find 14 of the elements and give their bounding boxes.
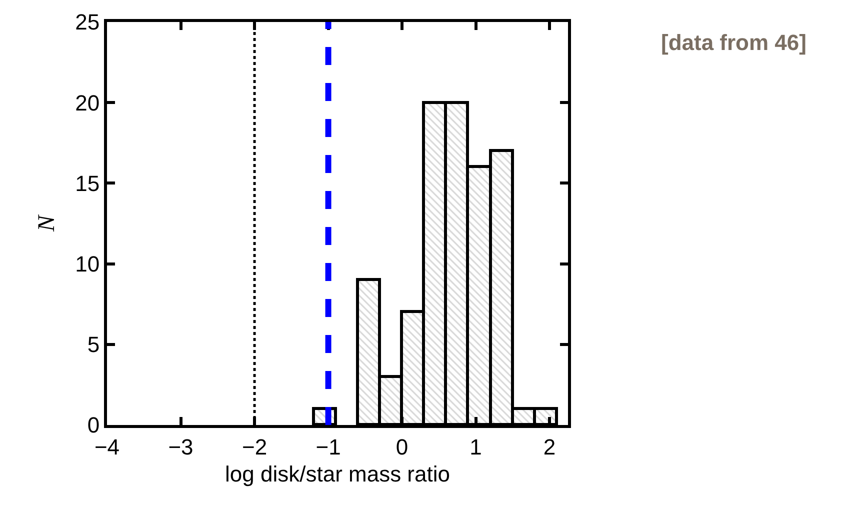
x-tick-label: 2: [543, 434, 556, 460]
x-axis-title: log disk/star mass ratio: [225, 461, 450, 486]
y-tick-label: 25: [75, 10, 100, 35]
x-tick-label: −2: [242, 434, 268, 460]
y-tick-label: 5: [87, 332, 100, 358]
x-tick-label: −3: [168, 434, 194, 460]
y-tick-label: 10: [75, 252, 100, 276]
y-tick-label: 20: [75, 90, 100, 116]
x-tick-label: 0: [396, 434, 408, 460]
x-tick-label: −1: [316, 434, 341, 460]
y-tick-label: 15: [75, 170, 100, 196]
x-tick-label: 1: [470, 434, 482, 460]
y-axis-title: N: [34, 214, 60, 233]
text: [data from 46]: [661, 30, 806, 55]
